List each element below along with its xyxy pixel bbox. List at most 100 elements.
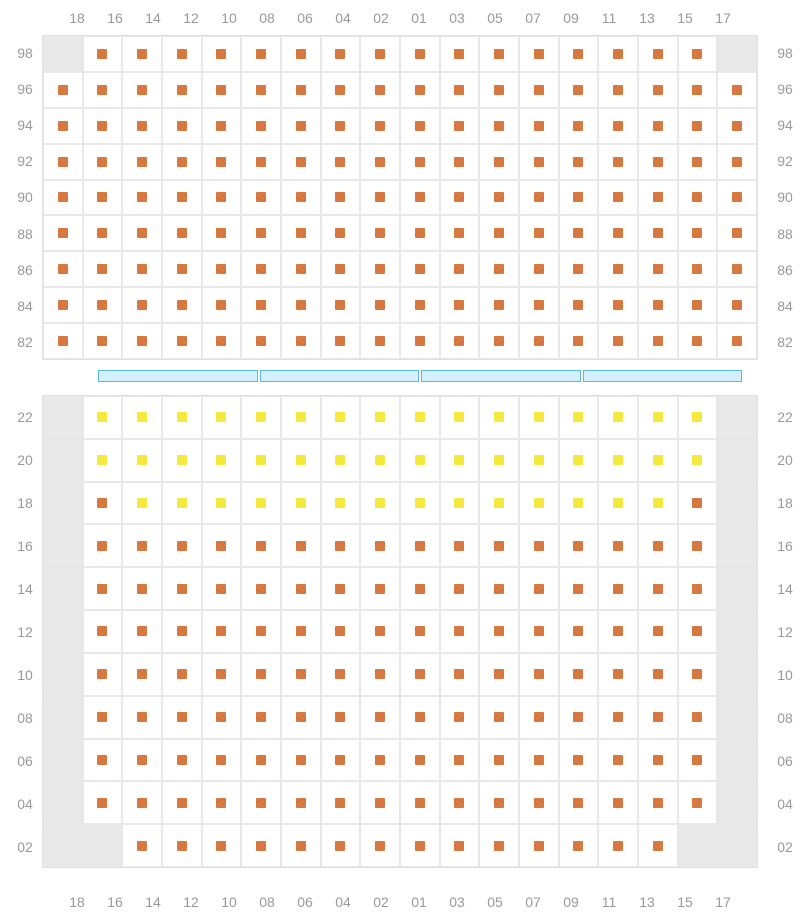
seat-cell[interactable] bbox=[638, 180, 678, 216]
seat-cell[interactable] bbox=[479, 696, 519, 739]
seat-cell[interactable] bbox=[479, 251, 519, 287]
seat-cell[interactable] bbox=[360, 36, 400, 72]
seat-cell[interactable] bbox=[241, 36, 281, 72]
seat-cell[interactable] bbox=[162, 72, 202, 108]
seat-cell[interactable] bbox=[360, 567, 400, 610]
seat-cell[interactable] bbox=[400, 287, 440, 323]
seat-cell[interactable] bbox=[400, 696, 440, 739]
seat-cell[interactable] bbox=[400, 72, 440, 108]
seat-cell[interactable] bbox=[162, 739, 202, 782]
seat-cell[interactable] bbox=[559, 696, 599, 739]
seat-cell[interactable] bbox=[321, 696, 361, 739]
seat-cell[interactable] bbox=[598, 323, 638, 359]
seat-cell[interactable] bbox=[440, 323, 480, 359]
seat-cell[interactable] bbox=[360, 72, 400, 108]
seat-cell[interactable] bbox=[559, 610, 599, 653]
seat-cell[interactable] bbox=[479, 824, 519, 867]
seat-cell[interactable] bbox=[321, 567, 361, 610]
seat-cell[interactable] bbox=[202, 482, 242, 525]
seat-cell[interactable] bbox=[202, 396, 242, 439]
seat-cell[interactable] bbox=[519, 287, 559, 323]
seat-cell[interactable] bbox=[717, 323, 757, 359]
seat-cell[interactable] bbox=[360, 396, 400, 439]
seat-cell[interactable] bbox=[400, 180, 440, 216]
seat-cell[interactable] bbox=[202, 439, 242, 482]
seat-cell[interactable] bbox=[83, 72, 123, 108]
seat-cell[interactable] bbox=[559, 36, 599, 72]
seat-cell[interactable] bbox=[519, 781, 559, 824]
seat-cell[interactable] bbox=[559, 144, 599, 180]
seat-cell[interactable] bbox=[400, 396, 440, 439]
seat-cell[interactable] bbox=[281, 108, 321, 144]
seat-cell[interactable] bbox=[559, 739, 599, 782]
seat-cell[interactable] bbox=[202, 323, 242, 359]
seat-cell[interactable] bbox=[43, 251, 83, 287]
seat-cell[interactable] bbox=[479, 215, 519, 251]
seat-cell[interactable] bbox=[559, 396, 599, 439]
seat-cell[interactable] bbox=[202, 72, 242, 108]
seat-cell[interactable] bbox=[638, 739, 678, 782]
seat-cell[interactable] bbox=[241, 653, 281, 696]
seat-cell[interactable] bbox=[400, 524, 440, 567]
seat-cell[interactable] bbox=[519, 323, 559, 359]
seat-cell[interactable] bbox=[202, 144, 242, 180]
seat-cell[interactable] bbox=[321, 251, 361, 287]
seat-cell[interactable] bbox=[678, 696, 718, 739]
seat-cell[interactable] bbox=[83, 482, 123, 525]
seat-cell[interactable] bbox=[122, 610, 162, 653]
seat-cell[interactable] bbox=[559, 323, 599, 359]
seat-cell[interactable] bbox=[638, 781, 678, 824]
seat-cell[interactable] bbox=[678, 781, 718, 824]
seat-cell[interactable] bbox=[43, 72, 83, 108]
seat-cell[interactable] bbox=[479, 108, 519, 144]
seat-cell[interactable] bbox=[678, 653, 718, 696]
seat-cell[interactable] bbox=[440, 482, 480, 525]
seat-cell[interactable] bbox=[440, 72, 480, 108]
seat-cell[interactable] bbox=[321, 396, 361, 439]
seat-cell[interactable] bbox=[122, 287, 162, 323]
seat-cell[interactable] bbox=[519, 739, 559, 782]
seat-cell[interactable] bbox=[479, 72, 519, 108]
seat-cell[interactable] bbox=[43, 323, 83, 359]
seat-cell[interactable] bbox=[559, 567, 599, 610]
seat-cell[interactable] bbox=[122, 108, 162, 144]
seat-cell[interactable] bbox=[122, 824, 162, 867]
seat-cell[interactable] bbox=[122, 323, 162, 359]
seat-cell[interactable] bbox=[440, 567, 480, 610]
seat-cell[interactable] bbox=[202, 739, 242, 782]
seat-cell[interactable] bbox=[360, 251, 400, 287]
seat-cell[interactable] bbox=[281, 781, 321, 824]
seat-cell[interactable] bbox=[638, 72, 678, 108]
seat-cell[interactable] bbox=[440, 36, 480, 72]
seat-cell[interactable] bbox=[440, 653, 480, 696]
seat-cell[interactable] bbox=[202, 610, 242, 653]
seat-cell[interactable] bbox=[400, 824, 440, 867]
seat-cell[interactable] bbox=[281, 180, 321, 216]
seat-cell[interactable] bbox=[479, 781, 519, 824]
seat-cell[interactable] bbox=[43, 287, 83, 323]
seat-cell[interactable] bbox=[202, 824, 242, 867]
seat-cell[interactable] bbox=[678, 567, 718, 610]
seat-cell[interactable] bbox=[202, 653, 242, 696]
seat-cell[interactable] bbox=[678, 251, 718, 287]
seat-cell[interactable] bbox=[598, 567, 638, 610]
seat-cell[interactable] bbox=[678, 108, 718, 144]
seat-cell[interactable] bbox=[717, 287, 757, 323]
seat-cell[interactable] bbox=[598, 653, 638, 696]
seat-cell[interactable] bbox=[162, 567, 202, 610]
seat-cell[interactable] bbox=[717, 180, 757, 216]
seat-cell[interactable] bbox=[479, 180, 519, 216]
seat-cell[interactable] bbox=[440, 739, 480, 782]
seat-cell[interactable] bbox=[241, 524, 281, 567]
seat-cell[interactable] bbox=[479, 524, 519, 567]
seat-cell[interactable] bbox=[83, 108, 123, 144]
seat-cell[interactable] bbox=[598, 824, 638, 867]
seat-cell[interactable] bbox=[400, 323, 440, 359]
seat-cell[interactable] bbox=[598, 72, 638, 108]
seat-cell[interactable] bbox=[519, 482, 559, 525]
seat-cell[interactable] bbox=[519, 696, 559, 739]
seat-cell[interactable] bbox=[162, 323, 202, 359]
seat-cell[interactable] bbox=[519, 144, 559, 180]
seat-cell[interactable] bbox=[241, 482, 281, 525]
seat-cell[interactable] bbox=[519, 215, 559, 251]
